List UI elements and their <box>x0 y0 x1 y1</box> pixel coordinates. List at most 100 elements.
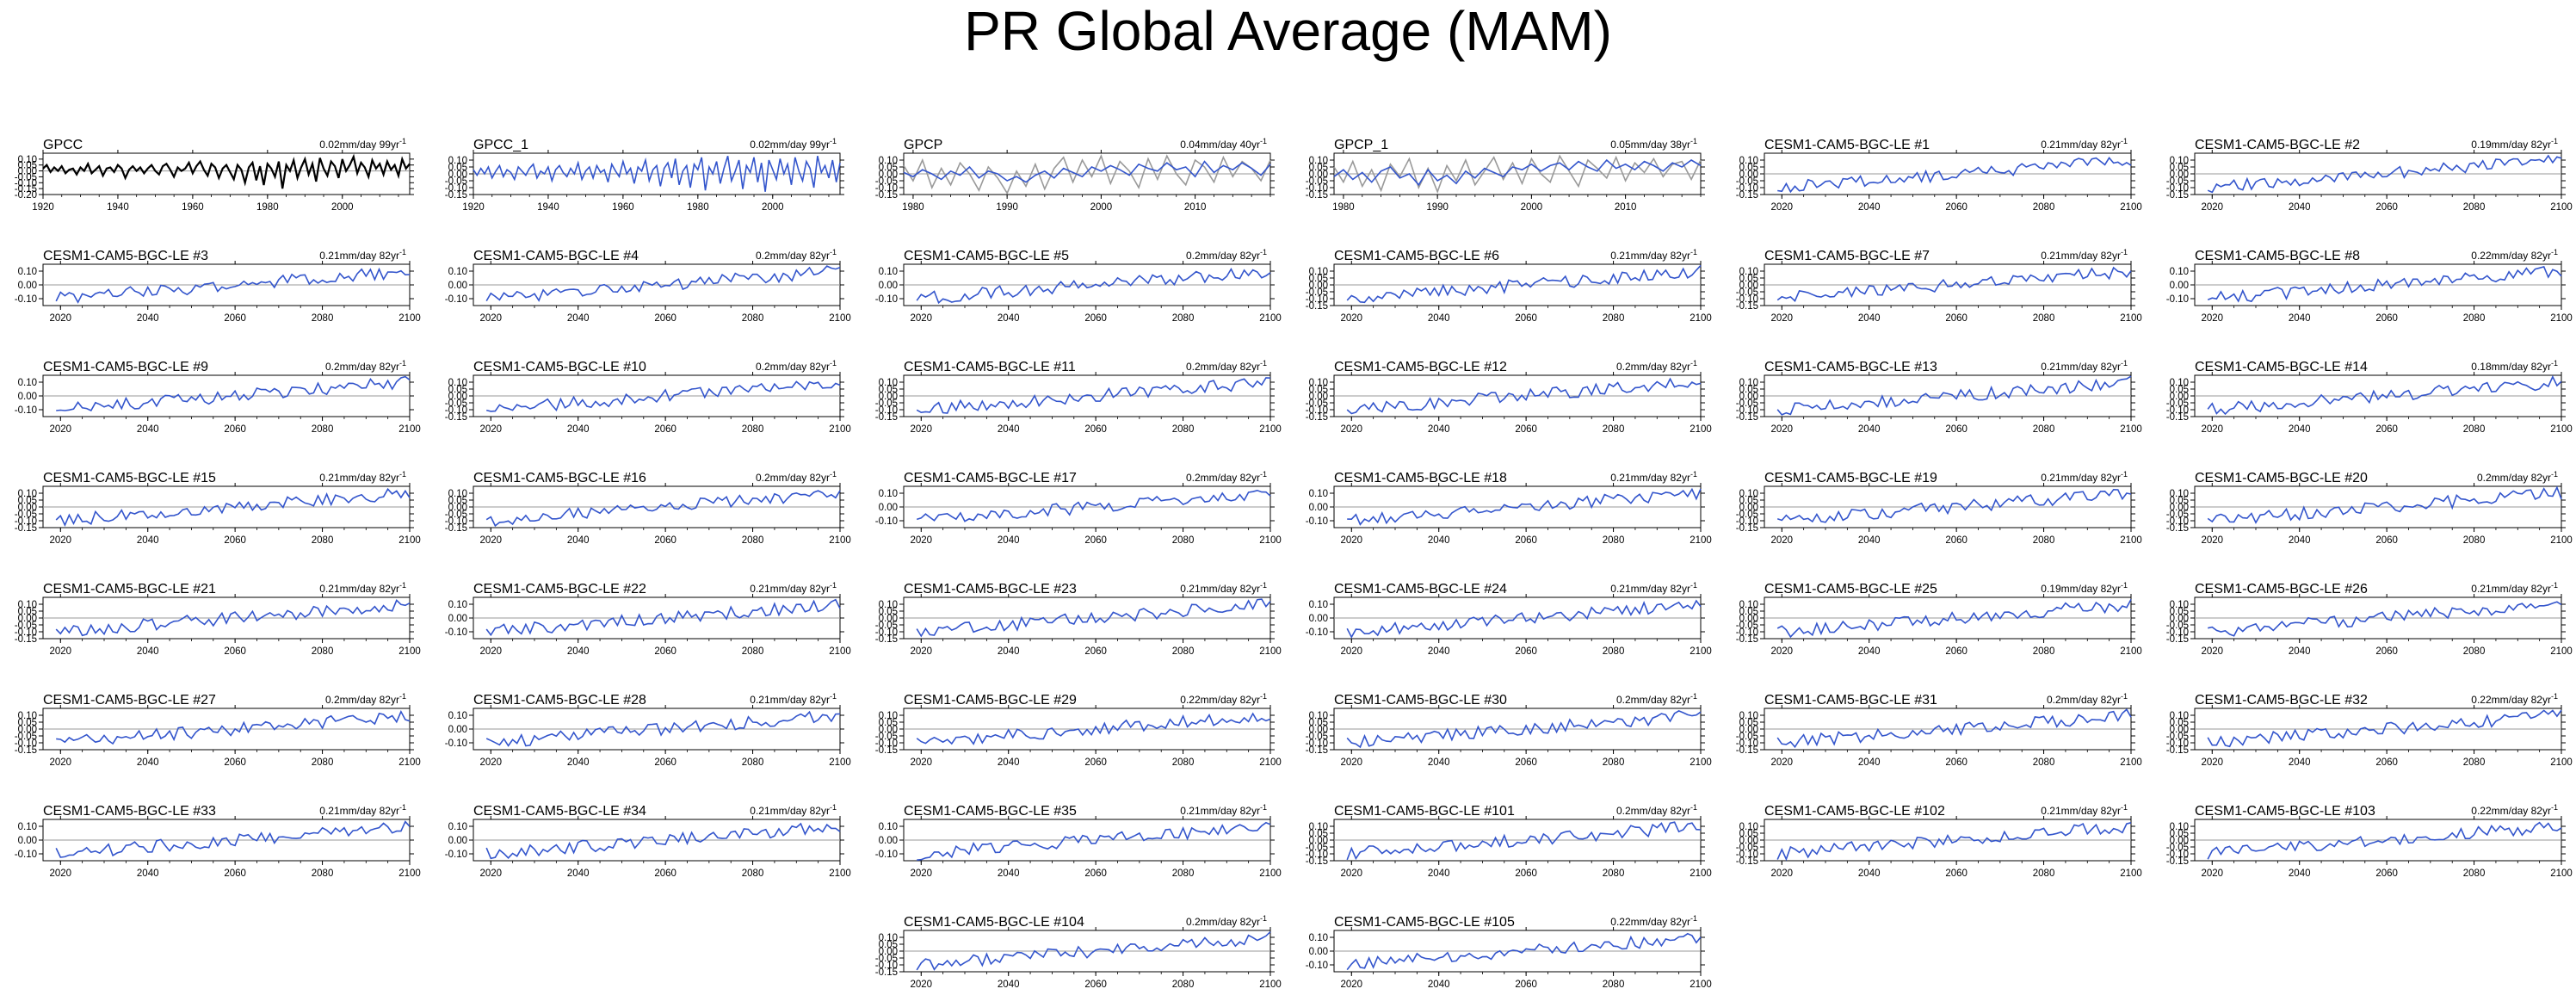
x-tick-label: 2100 <box>829 757 851 768</box>
x-tick-label: 2060 <box>654 535 676 546</box>
y-tick-label: 0.10 <box>879 378 898 388</box>
y-tick-label: 0.00 <box>448 392 467 402</box>
series-line <box>485 822 841 860</box>
series-line <box>1776 708 2132 749</box>
x-tick-label: 2100 <box>1259 424 1282 435</box>
y-tick-label: -0.05 <box>445 176 467 187</box>
x-tick-label: 2020 <box>1340 535 1362 546</box>
x-tick-label: 2060 <box>654 757 676 768</box>
y-tick-label: -0.05 <box>1736 510 1758 520</box>
y-tick-label: 0.05 <box>1739 496 1758 506</box>
x-tick-label: 2080 <box>2463 424 2486 435</box>
y-tick-label: 0.00 <box>1739 725 1758 735</box>
y-tick-label: -0.10 <box>1306 739 1328 749</box>
trend-exponent: -1 <box>830 803 837 812</box>
x-tick-label: 2100 <box>398 646 421 657</box>
trend-exponent: -1 <box>2121 137 2128 145</box>
x-tick-label: 2040 <box>998 313 1020 324</box>
y-tick-label: 0.00 <box>1739 281 1758 291</box>
x-tick-label: 2060 <box>1515 757 1537 768</box>
x-tick-label: 2020 <box>2201 868 2223 879</box>
x-tick-label: 2040 <box>1858 646 1881 657</box>
y-tick-label: 0.10 <box>18 711 37 721</box>
panel-trend: 0.2mm/day 82yr-1 <box>1186 914 1267 928</box>
y-tick-label: -0.20 <box>15 190 37 201</box>
y-tick-label: -0.15 <box>875 634 898 645</box>
x-tick-label: 2040 <box>2289 424 2311 435</box>
x-tick-label: 2040 <box>137 535 159 546</box>
y-tick-label: 0.00 <box>2170 503 2189 513</box>
trend-exponent: -1 <box>1260 470 1267 479</box>
y-tick-label: -0.05 <box>2166 399 2189 409</box>
y-tick-label: 0.10 <box>1739 156 1758 166</box>
y-tick-label: -0.10 <box>1306 516 1328 527</box>
panel-title: CESM1-CAM5-BGC-LE #5 <box>904 249 1069 263</box>
x-tick-label: 2080 <box>312 535 334 546</box>
x-tick-label: 2100 <box>829 424 851 435</box>
y-tick-label: 0.10 <box>1739 378 1758 388</box>
y-tick-label: 0.00 <box>2170 392 2189 402</box>
x-tick-label: 2080 <box>2463 202 2486 213</box>
y-tick-label: -0.10 <box>1736 739 1758 749</box>
x-tick-label: 2100 <box>1259 868 1282 879</box>
y-tick-label: -0.10 <box>445 739 467 749</box>
trend-exponent: -1 <box>1260 248 1267 256</box>
trend-exponent: -1 <box>1690 359 1697 368</box>
y-tick-label: 0.00 <box>879 947 898 957</box>
x-tick-label: 2010 <box>1184 202 1207 213</box>
y-tick-label: -0.15 <box>1306 301 1328 312</box>
y-tick-label: 0.10 <box>448 489 467 499</box>
panel-title: CESM1-CAM5-BGC-LE #7 <box>1764 249 1930 263</box>
x-tick-label: 1980 <box>256 202 279 213</box>
panel-trend: 0.19mm/day 82yr-1 <box>2041 581 2128 595</box>
y-tick-label: 0.00 <box>1739 170 1758 180</box>
x-tick-label: 2040 <box>1858 202 1881 213</box>
panel-trend: 0.2mm/day 82yr-1 <box>1616 692 1697 706</box>
y-tick-label: -0.10 <box>445 516 467 527</box>
x-tick-label: 2060 <box>1945 868 1968 879</box>
y-tick-label: 0.00 <box>18 167 37 177</box>
x-tick-label: 2060 <box>2375 757 2398 768</box>
y-tick-label: 0.05 <box>2170 607 2189 617</box>
x-tick-label: 2020 <box>2201 535 2223 546</box>
x-tick-label: 2040 <box>567 535 590 546</box>
panel: CESM1-CAM5-BGC-LE #102 0.21mm/day 82yr-1 0… <box>1736 803 2142 879</box>
y-tick-label: 0.10 <box>1309 822 1328 832</box>
panel-title: CESM1-CAM5-BGC-LE #17 <box>904 471 1077 485</box>
x-tick-label: 2020 <box>479 868 502 879</box>
x-tick-label: 2040 <box>1858 757 1881 768</box>
panel: CESM1-CAM5-BGC-LE #4 0.2mm/day 82yr-1 0.10… <box>445 248 851 324</box>
y-tick-label: 0.00 <box>1309 725 1328 735</box>
y-tick-label: 0.10 <box>1309 267 1328 277</box>
x-tick-label: 2020 <box>1770 646 1793 657</box>
panel: CESM1-CAM5-BGC-LE #10 0.2mm/day 82yr-1 0.1… <box>445 359 851 435</box>
trend-exponent: -1 <box>399 581 406 590</box>
series-line <box>916 598 1271 638</box>
y-tick-label: -0.05 <box>1736 176 1758 187</box>
x-tick-label: 2020 <box>479 313 502 324</box>
panel-title: CESM1-CAM5-BGC-LE #23 <box>904 582 1077 596</box>
y-tick-label: 0.10 <box>879 711 898 721</box>
x-tick-label: 2100 <box>2550 424 2573 435</box>
series-line <box>916 489 1271 522</box>
y-tick-label: -0.15 <box>2166 745 2189 756</box>
y-tick-label: -0.05 <box>875 399 898 409</box>
panel-title: CESM1-CAM5-BGC-LE #103 <box>2195 804 2375 819</box>
x-tick-label: 2060 <box>1084 535 1107 546</box>
y-tick-label: 0.05 <box>2170 496 2189 506</box>
panel-title: CESM1-CAM5-BGC-LE #4 <box>473 249 639 263</box>
panel: CESM1-CAM5-BGC-LE #18 0.21mm/day 82yr-1 0.… <box>1306 470 1712 546</box>
y-tick-label: -0.05 <box>15 172 37 182</box>
trend-exponent: -1 <box>1690 137 1697 145</box>
series-line <box>55 599 411 637</box>
trend-exponent: -1 <box>1690 803 1697 812</box>
x-tick-label: 2040 <box>1428 535 1450 546</box>
x-tick-label: 2020 <box>1340 424 1362 435</box>
x-tick-label: 2080 <box>1172 313 1195 324</box>
y-tick-label: 0.10 <box>1739 600 1758 610</box>
y-tick-label: -0.15 <box>1306 745 1328 756</box>
y-tick-label: -0.10 <box>1306 294 1328 305</box>
panel-trend: 0.22mm/day 82yr-1 <box>2471 803 2558 817</box>
x-tick-label: 2100 <box>2120 646 2142 657</box>
x-tick-label: 2100 <box>2120 535 2142 546</box>
